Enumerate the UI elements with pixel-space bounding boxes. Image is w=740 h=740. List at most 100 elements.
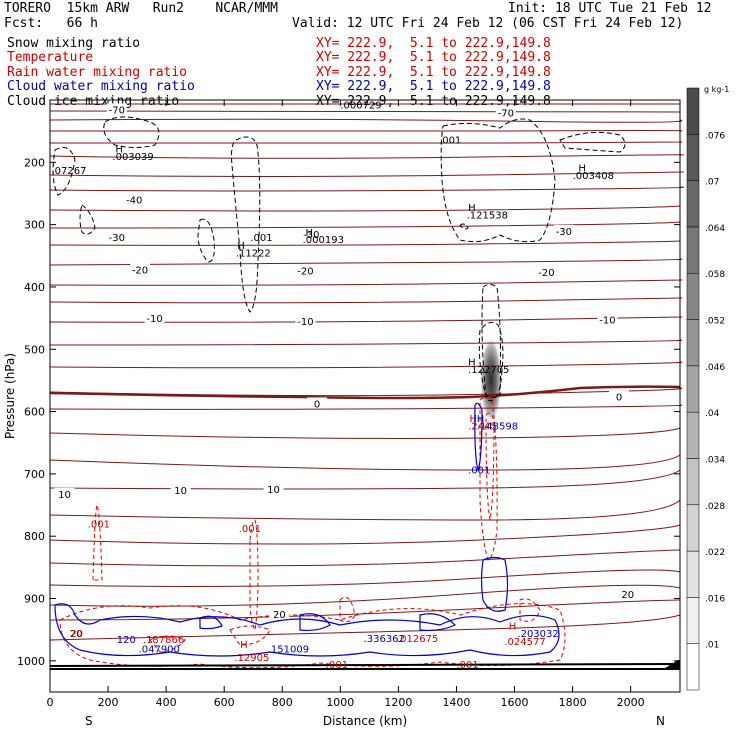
y-tick-label: 500 <box>24 343 45 356</box>
colorbar-tick-label: .01 <box>705 641 719 651</box>
isotherm-label: 10 <box>267 485 280 496</box>
field-rain-xy: XY= 222.9, 5.1 to 222.9,149.8 <box>316 65 551 80</box>
colorbar-swatch <box>686 365 700 413</box>
colorbar-tick-label: .028 <box>705 502 725 512</box>
contour-annotation: .203032 <box>517 629 558 640</box>
contour-annotation: .12905 <box>234 653 269 664</box>
contour-annotation: .000193 <box>303 235 344 246</box>
isotherm-label-bg <box>295 264 316 276</box>
contour-annotation: .07267 <box>51 166 86 177</box>
contour-annotation: .000729 <box>340 100 381 111</box>
isotherm-label-bg <box>130 263 150 275</box>
isotherm-label: -30 <box>109 233 125 244</box>
colorbar-swatch <box>686 504 700 552</box>
y-tick-label: 800 <box>24 530 45 543</box>
colorbar-tick-label: .04 <box>705 409 720 419</box>
colorbar-swatch <box>686 226 700 274</box>
colorbar-tick-label: .058 <box>705 270 725 280</box>
y-tick-label: 400 <box>24 281 45 294</box>
x-tick-label: 800 <box>272 696 293 709</box>
cloud-ice-contours <box>52 116 626 402</box>
colorbar-swatch <box>686 643 700 691</box>
colorbar-tick-label: .052 <box>705 317 725 327</box>
isotherm-label-bg <box>170 484 191 496</box>
colorbar-tick-label: .076 <box>705 131 725 141</box>
isotherm-label: 0 <box>314 399 320 410</box>
contour-annotation: .11222 <box>236 249 271 260</box>
isotherm-label-bg <box>307 397 328 409</box>
x-tick-label: 1400 <box>442 696 470 709</box>
valid-time: Valid: 12 UTC Fri 24 Feb 12 (06 CST Fri … <box>292 16 684 31</box>
contour-annotation: .003408 <box>573 171 614 182</box>
forecast-hour: Fcst: 66 h <box>4 16 98 31</box>
isotherm-label: -10 <box>599 315 615 326</box>
isotherm-label: -40 <box>126 196 142 207</box>
colorbar-swatch <box>686 319 700 367</box>
isotherm-label: 20 <box>621 590 634 601</box>
isotherm-label-bg <box>144 312 165 324</box>
colorbar-swatch <box>686 134 700 181</box>
terrain <box>50 660 680 670</box>
contour-annotation: .047900 <box>139 644 180 655</box>
isotherm-label: 0 <box>616 393 622 404</box>
colorbar-tick-label: .07 <box>705 178 719 188</box>
contour-annotation: 120 <box>117 635 136 646</box>
model-title: TORERO 15km ARW Run2 NCAR/MMM <box>4 1 278 16</box>
isotherm-label: -10 <box>297 317 313 328</box>
y-tick-label: 600 <box>24 406 45 419</box>
isotherm-label-bg <box>106 231 127 243</box>
isotherm-label-bg <box>54 487 75 499</box>
field-cloudwater-xy: XY= 222.9, 5.1 to 222.9,149.8 <box>316 79 551 94</box>
contour-annotation: .012675 <box>397 634 438 645</box>
isotherm-label-bg <box>106 103 127 115</box>
contour-annotation: H <box>468 203 476 214</box>
x-tick-label: 1000 <box>326 696 354 709</box>
colorbar-swatch <box>686 597 700 644</box>
contour-annotation: .024577 <box>504 637 545 648</box>
x-tick-label: 1600 <box>501 696 529 709</box>
isotherm-label-bg <box>617 588 638 600</box>
isotherm-label: -30 <box>303 230 319 241</box>
north-end-label: N <box>656 714 665 728</box>
colorbar-swatch <box>686 550 700 598</box>
contour-annotation: .122705 <box>468 365 509 376</box>
isotherm-label: -70 <box>109 105 125 116</box>
isotherm-label: 10 <box>58 490 71 501</box>
y-tick-label: 300 <box>24 219 45 232</box>
freezing-line <box>49 385 681 400</box>
isotherm-label-bg <box>536 265 557 277</box>
contour-annotation: .121538 <box>467 211 508 222</box>
isotherm-label: -20 <box>538 268 554 279</box>
contour-annotation: H <box>468 358 476 369</box>
colorbar-tick-label: .016 <box>705 594 725 604</box>
isotherm-label-bg <box>124 193 145 205</box>
contour-annotation: .001 <box>326 660 348 671</box>
contour-annotation: H <box>477 414 485 425</box>
south-end-label: S <box>85 714 93 728</box>
contour-annotation: .003039 <box>112 152 153 163</box>
isotherm-label-bg <box>609 390 630 402</box>
colorbar-tick-label: .022 <box>705 548 725 558</box>
contour-annotation: 20 <box>70 629 83 640</box>
x-tick-label: 0 <box>47 696 54 709</box>
x-tick-label: 200 <box>98 696 119 709</box>
isotherm-label: 20 <box>70 629 83 640</box>
isotherm-label-bg <box>269 608 290 620</box>
field-temperature: Temperature <box>7 50 94 65</box>
y-tick-label: 700 <box>24 468 45 481</box>
contour-annotation: H <box>470 414 478 425</box>
contour-annotation: H <box>237 241 245 252</box>
isotherm-label: -20 <box>297 267 313 278</box>
contour-annotation: .148598 <box>477 421 518 432</box>
isotherm-label: 10 <box>174 486 187 497</box>
x-tick-label: 2000 <box>617 696 645 709</box>
field-snow: Snow mixing ratio <box>7 36 141 51</box>
y-tick-label: 200 <box>24 156 45 169</box>
y-tick-label: 900 <box>24 593 45 606</box>
isotherm-label-bg <box>263 482 284 494</box>
y-axis-label: Pressure (hPa) <box>3 353 17 439</box>
field-rain: Rain water mixing ratio <box>7 65 188 80</box>
contour-annotation: .151009 <box>268 644 309 655</box>
x-tick-label: 600 <box>214 696 235 709</box>
